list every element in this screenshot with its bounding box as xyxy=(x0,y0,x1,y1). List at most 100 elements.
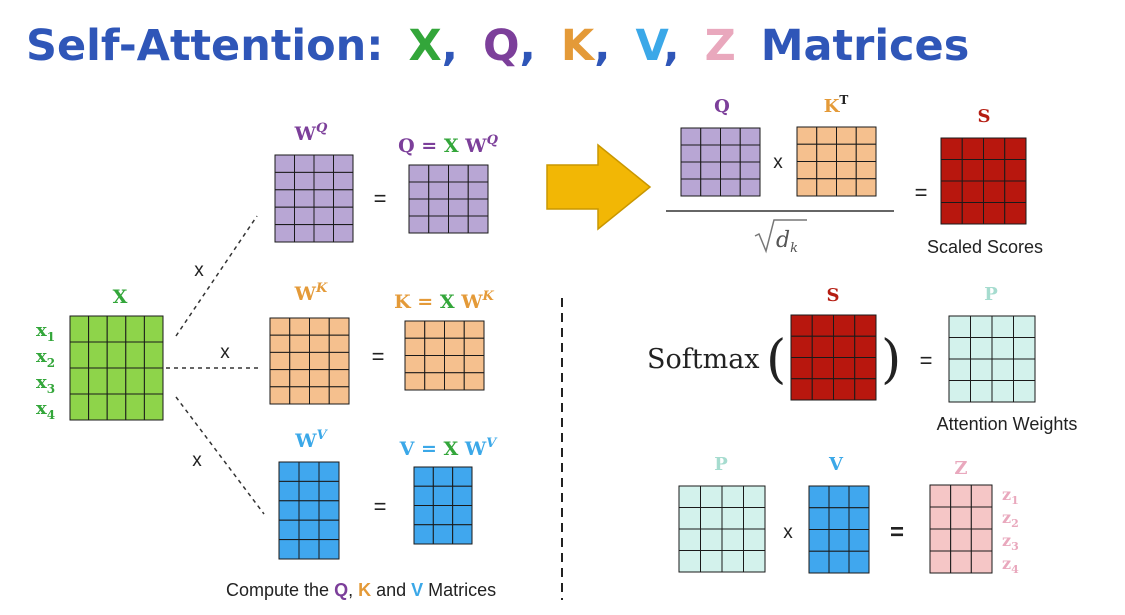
k-matrix xyxy=(404,320,485,391)
matrix-cell xyxy=(125,315,145,343)
matrix-cell xyxy=(413,485,434,506)
sqrt-icon xyxy=(754,219,807,254)
matrix-cell xyxy=(828,507,850,530)
matrix-cell xyxy=(848,529,870,552)
matrix-cell xyxy=(333,206,354,226)
kt-matrix xyxy=(796,126,877,197)
matrix-cell xyxy=(333,154,354,173)
x-row-2: x2 xyxy=(36,346,55,370)
matrix-cell xyxy=(720,144,741,163)
matrix-cell xyxy=(720,127,741,146)
matrix-cell xyxy=(970,380,993,403)
matrix-cell xyxy=(808,550,830,574)
wk-label: WK xyxy=(294,281,328,305)
matrix-cell xyxy=(836,161,857,180)
kt-label: KT xyxy=(824,93,849,117)
matrix-cell xyxy=(940,159,963,182)
matrix-cell xyxy=(278,539,300,560)
matrix-cell xyxy=(929,484,952,508)
matrix-cell xyxy=(69,315,90,343)
matrix-cell xyxy=(700,178,721,197)
matrix-cell xyxy=(467,198,489,217)
matrix-cell xyxy=(106,393,127,421)
matrix-cell xyxy=(313,189,334,208)
matrix-cell xyxy=(948,315,971,338)
matrix-cell xyxy=(444,355,465,374)
matrix-cell xyxy=(269,386,291,405)
times-qk: x xyxy=(773,152,783,173)
x-matrix xyxy=(69,315,164,421)
matrix-cell xyxy=(816,126,837,145)
matrix-cell xyxy=(143,393,164,421)
matrix-cell xyxy=(940,202,963,225)
times-wv: x xyxy=(192,450,202,471)
matrix-cell xyxy=(125,341,145,369)
matrix-cell xyxy=(833,357,856,380)
q-label-right: Q xyxy=(714,96,730,117)
matrix-cell xyxy=(269,334,291,353)
x-connectors xyxy=(166,215,265,515)
matrix-cell xyxy=(811,314,834,337)
matrix-cell xyxy=(970,484,993,508)
matrix-cell xyxy=(463,355,485,374)
s-label-softmax: S xyxy=(827,285,840,306)
matrix-cell xyxy=(444,320,465,339)
matrix-cell xyxy=(289,334,310,353)
matrix-cell xyxy=(328,351,350,371)
matrix-cell xyxy=(816,143,837,162)
title-comma-4: , xyxy=(663,21,679,71)
matrix-cell xyxy=(69,367,90,395)
matrix-cell xyxy=(796,178,818,197)
matrix-cell xyxy=(452,485,473,506)
matrix-cell xyxy=(278,480,300,502)
matrix-cell xyxy=(404,372,426,391)
matrix-cell xyxy=(961,180,984,203)
matrix-cell xyxy=(983,202,1006,225)
v-label-bottom: V xyxy=(828,454,844,475)
matrix-cell xyxy=(448,198,469,217)
matrix-cell xyxy=(721,485,744,508)
matrix-cell xyxy=(854,314,877,337)
matrix-cell xyxy=(143,341,164,369)
matrix-cell xyxy=(743,485,766,508)
matrix-cell xyxy=(452,524,473,545)
matrix-cell xyxy=(836,126,857,145)
matrix-cell xyxy=(328,369,350,388)
matrix-cell xyxy=(294,189,315,208)
matrix-cell xyxy=(69,341,90,369)
matrix-cell xyxy=(424,337,445,356)
matrix-cell xyxy=(328,317,350,336)
matrix-cell xyxy=(143,367,164,395)
matrix-cell xyxy=(836,178,857,197)
matrix-cell xyxy=(743,528,766,551)
x-row-4: x4 xyxy=(36,398,55,422)
title-suffix: Matrices xyxy=(761,21,970,71)
matrix-cell xyxy=(991,358,1014,381)
matrix-cell xyxy=(720,161,741,180)
matrix-cell xyxy=(700,161,721,180)
matrix-cell xyxy=(309,317,330,336)
matrix-cell xyxy=(739,144,761,163)
title-k: K xyxy=(561,21,596,71)
matrix-cell xyxy=(808,485,830,509)
v-matrix xyxy=(413,466,473,545)
matrix-cell xyxy=(950,550,972,574)
matrix-cell xyxy=(828,485,850,509)
matrix-cell xyxy=(413,466,434,487)
matrix-cell xyxy=(970,550,993,574)
matrix-cell xyxy=(790,314,813,337)
title-comma-1: , xyxy=(442,21,458,71)
matrix-cell xyxy=(106,341,127,369)
matrix-cell xyxy=(88,367,108,395)
x-row-1: x1 xyxy=(36,320,55,344)
matrix-cell xyxy=(413,505,434,526)
matrix-cell xyxy=(855,161,877,180)
equals-q: = xyxy=(374,186,387,211)
matrix-cell xyxy=(739,161,761,180)
z-row-4: z4 xyxy=(1002,554,1019,576)
matrix-cell xyxy=(333,189,354,208)
x-matrix-label: X xyxy=(113,286,128,308)
matrix-cell xyxy=(678,550,701,573)
wq-matrix xyxy=(274,154,354,243)
s-matrix-softmax xyxy=(790,314,877,401)
